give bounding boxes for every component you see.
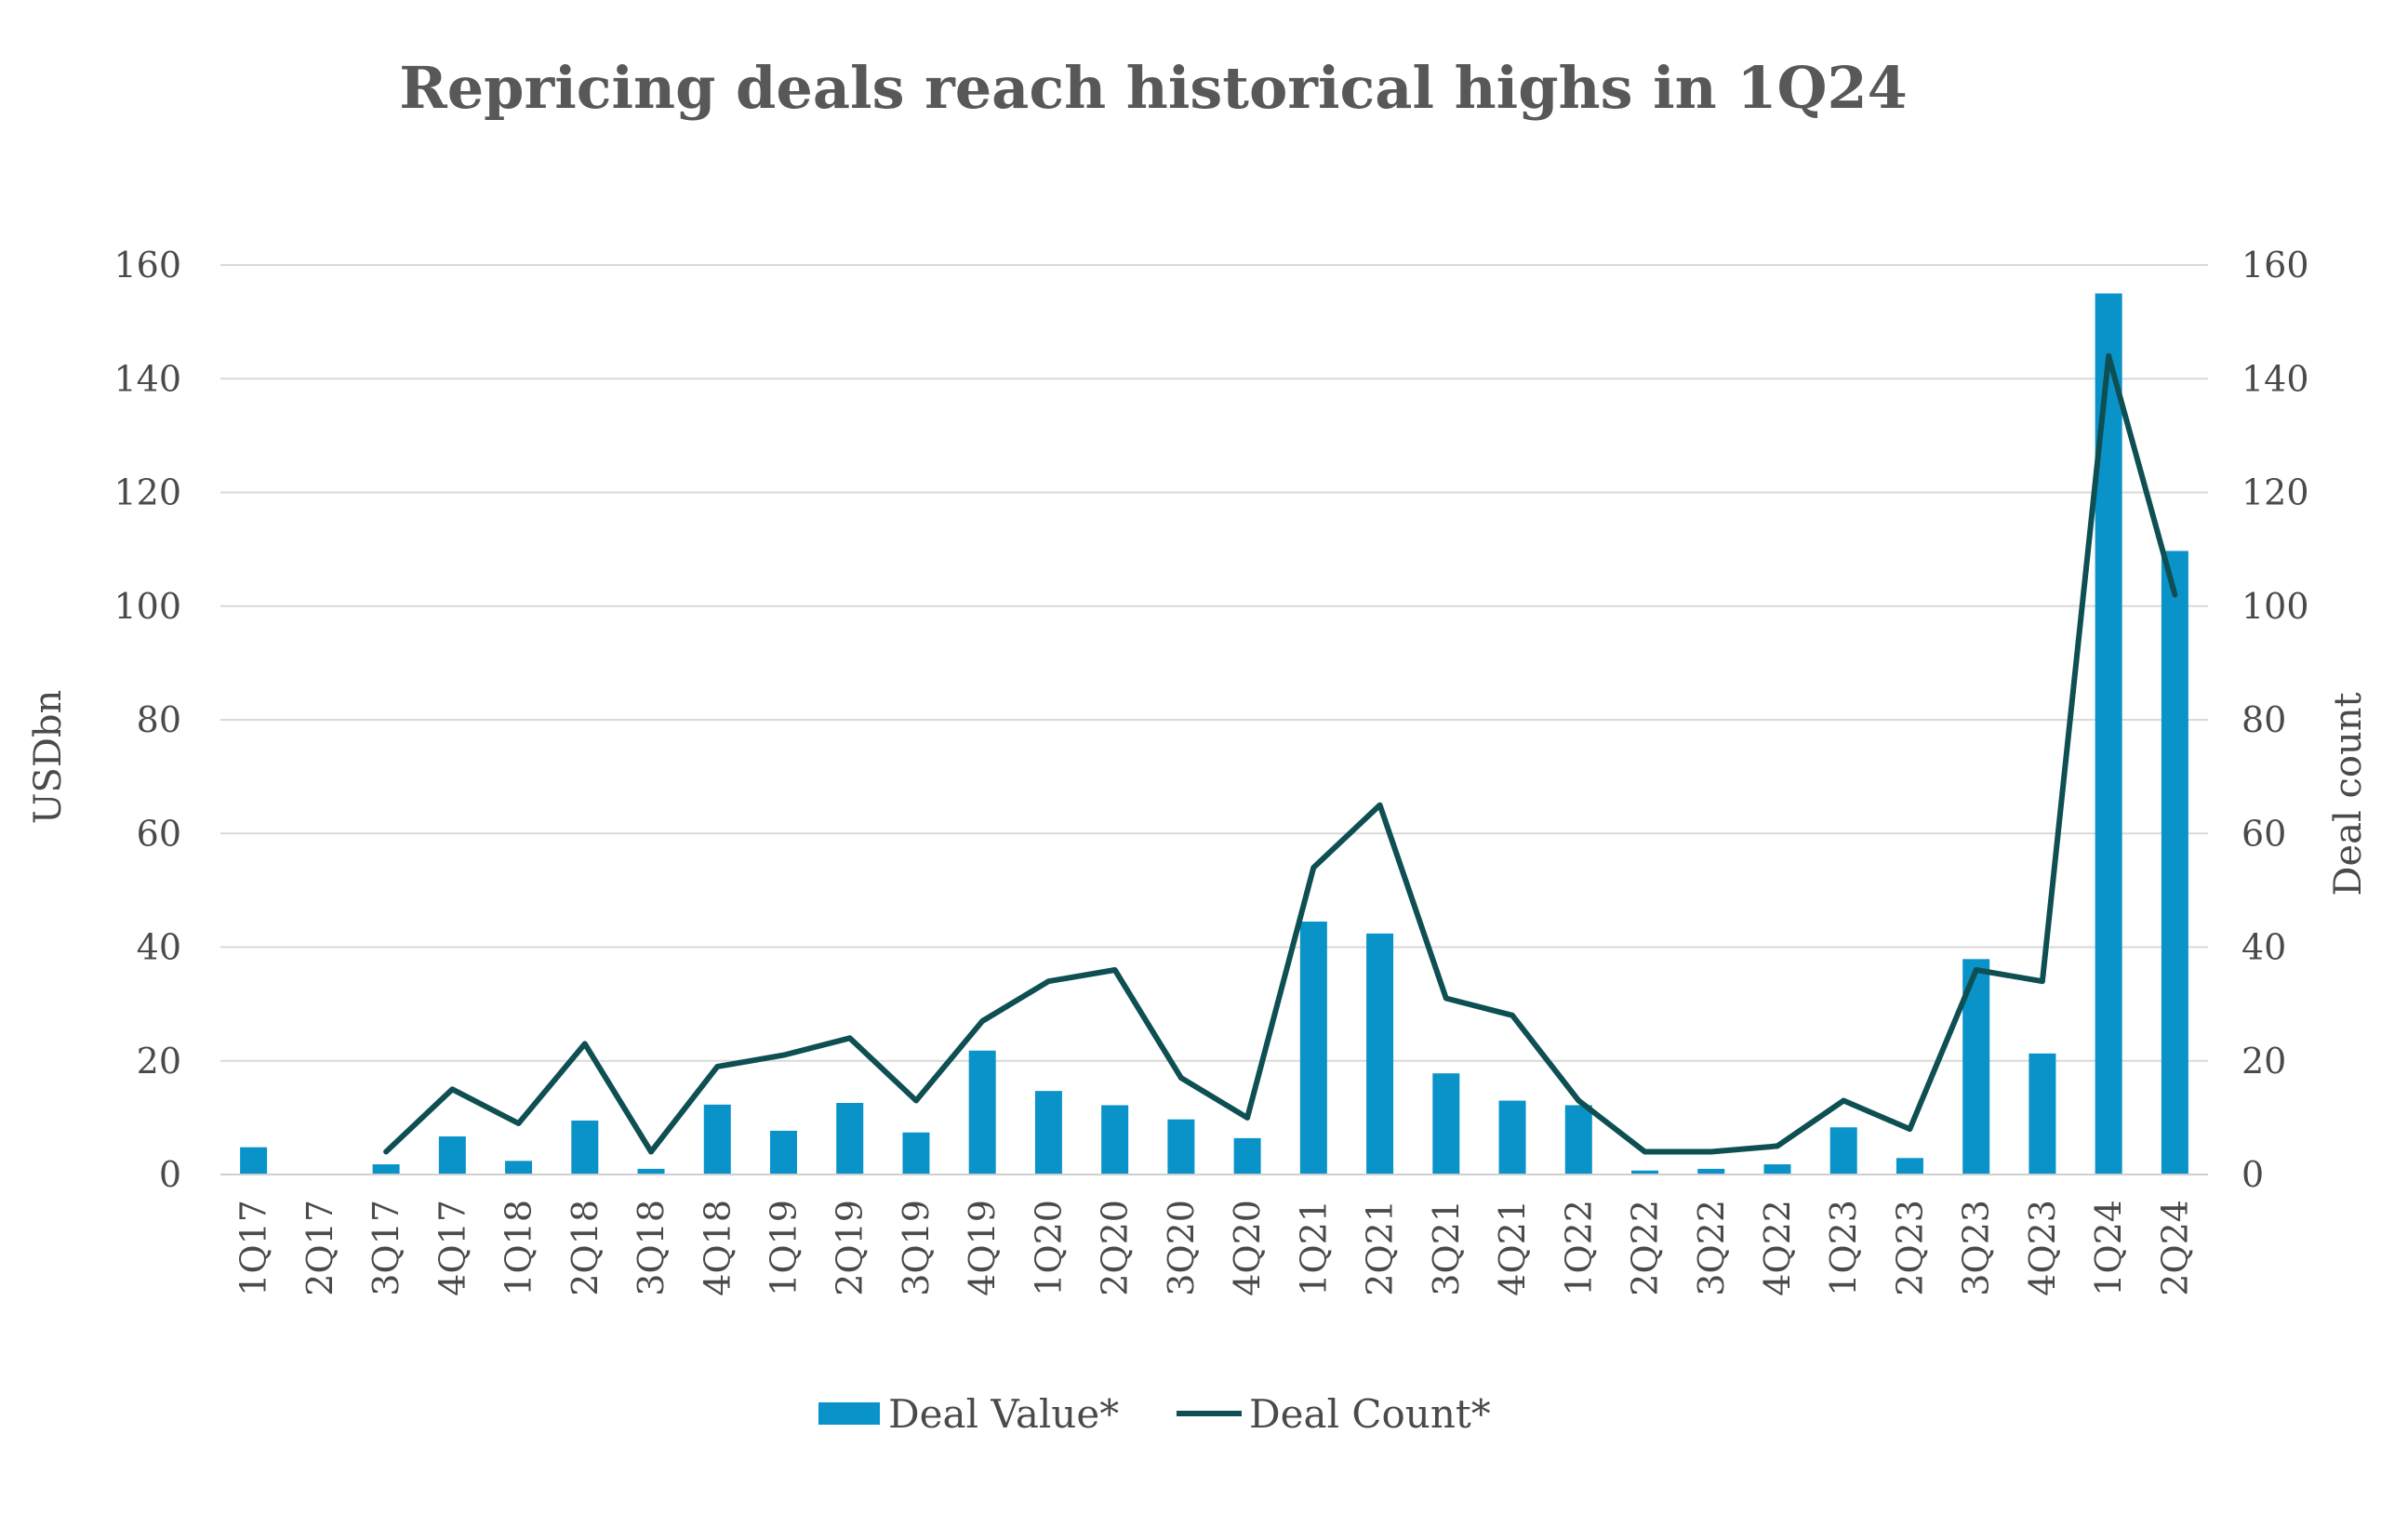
bar-4Q22 [1763, 1163, 1791, 1175]
y-tick-label: 20 [137, 1041, 181, 1082]
y-tick-label: 100 [113, 586, 181, 627]
y2-tick-label: 0 [2241, 1154, 2264, 1195]
x-tick-label: 1Q23 [1823, 1200, 1864, 1296]
bar-2Q22 [1631, 1170, 1659, 1175]
bar-4Q19 [968, 1050, 996, 1175]
y2-tick-label: 60 [2241, 813, 2286, 854]
axes: 0 20 40 60 80 100 120 140 160 0 20 40 60 80 100 120 140 1… [27, 245, 2370, 1296]
bar-3Q21 [1432, 1073, 1460, 1175]
y-axis-title: USDbn [27, 690, 70, 825]
bar-4Q20 [1233, 1137, 1261, 1175]
y-tick-label: 0 [159, 1154, 181, 1195]
y2-axis-title: Deal count [2327, 692, 2370, 896]
bar-4Q18 [703, 1104, 731, 1175]
x-tick-label: 3Q17 [366, 1200, 406, 1296]
legend-swatch-deal-value [818, 1402, 880, 1425]
x-tick-label: 4Q19 [962, 1200, 1003, 1296]
bar-1Q18 [505, 1161, 533, 1175]
x-tick-label: 4Q23 [2022, 1200, 2063, 1296]
x-tick-label: 2Q24 [2154, 1200, 2195, 1296]
bar-3Q17 [372, 1163, 400, 1175]
x-tick-label: 3Q20 [1161, 1200, 1202, 1296]
bar-1Q23 [1829, 1127, 1857, 1175]
x-tick-label: 1Q24 [2088, 1200, 2129, 1296]
y2-tick-label: 120 [2241, 472, 2309, 513]
x-tick-label: 4Q18 [697, 1200, 738, 1296]
y-tick-label: 120 [113, 472, 181, 513]
bar-3Q22 [1697, 1168, 1725, 1175]
x-tick-label: 3Q18 [631, 1200, 672, 1296]
legend-label-deal-value: Deal Value* [888, 1391, 1119, 1437]
bar-1Q21 [1299, 921, 1327, 1175]
bar-4Q17 [438, 1136, 466, 1175]
legend: Deal Value* Deal Count* [818, 1391, 1491, 1437]
bar-2Q20 [1101, 1105, 1129, 1175]
x-tick-label: 1Q18 [499, 1200, 539, 1296]
legend-label-deal-count: Deal Count* [1249, 1391, 1491, 1437]
bar-1Q20 [1034, 1091, 1062, 1175]
deal-count-line [383, 352, 2178, 1155]
x-tick-label: 2Q19 [830, 1200, 871, 1296]
x-tick-label: 2Q18 [565, 1200, 605, 1296]
x-tick-label: 4Q17 [432, 1200, 472, 1296]
bar-3Q19 [902, 1132, 930, 1175]
y-tick-label: 140 [113, 358, 181, 399]
x-tick-label: 1Q19 [763, 1200, 804, 1296]
x-tick-label: 2Q17 [299, 1200, 340, 1296]
x-tick-label: 2Q22 [1625, 1200, 1666, 1296]
bar-2Q19 [836, 1102, 864, 1175]
y2-tick-label: 40 [2241, 927, 2286, 968]
x-tick-label: 2Q20 [1095, 1200, 1136, 1296]
bar-2Q18 [571, 1120, 599, 1175]
bar-3Q20 [1167, 1119, 1195, 1175]
deal-value-bars [240, 293, 2188, 1175]
y2-tick-label: 160 [2241, 245, 2309, 285]
y2-tick-label: 100 [2241, 586, 2309, 627]
y2-tick-label: 140 [2241, 358, 2309, 399]
x-tick-label: 4Q20 [1227, 1200, 1268, 1296]
chart-title: Repricing deals reach historical highs i… [399, 54, 1908, 122]
x-tick-label: 4Q21 [1492, 1200, 1533, 1296]
y-tick-label: 40 [137, 927, 181, 968]
y2-tick-label: 80 [2241, 699, 2286, 740]
bar-2Q21 [1366, 933, 1394, 1175]
bar-1Q17 [240, 1147, 268, 1175]
x-tick-label: 1Q17 [233, 1200, 274, 1296]
y-tick-label: 60 [137, 813, 181, 854]
x-tick-label: 1Q20 [1028, 1200, 1069, 1296]
x-tick-label: 3Q22 [1691, 1200, 1732, 1296]
bar-4Q23 [2029, 1053, 2056, 1175]
x-tick-label: 3Q21 [1426, 1200, 1467, 1296]
x-tick-label: 2Q23 [1889, 1200, 1930, 1296]
bar-2Q24 [2161, 551, 2188, 1175]
bar-2Q23 [1895, 1158, 1923, 1175]
x-tick-label: 1Q22 [1558, 1200, 1599, 1296]
deal-count-series-line [383, 352, 2178, 1155]
y2-tick-label: 20 [2241, 1041, 2286, 1082]
x-tick-label: 3Q19 [896, 1200, 937, 1296]
bar-3Q18 [637, 1168, 665, 1175]
y-tick-label: 160 [113, 245, 181, 285]
x-tick-label: 2Q21 [1360, 1200, 1401, 1296]
x-tick-label: 4Q22 [1757, 1200, 1798, 1296]
bar-1Q19 [769, 1130, 797, 1175]
gridlines [220, 264, 2208, 1062]
x-tick-label: 3Q23 [1956, 1200, 1997, 1296]
bar-4Q21 [1498, 1100, 1526, 1175]
bar-1Q22 [1564, 1105, 1592, 1175]
y-tick-label: 80 [137, 699, 181, 740]
x-tick-label: 1Q21 [1293, 1200, 1334, 1296]
